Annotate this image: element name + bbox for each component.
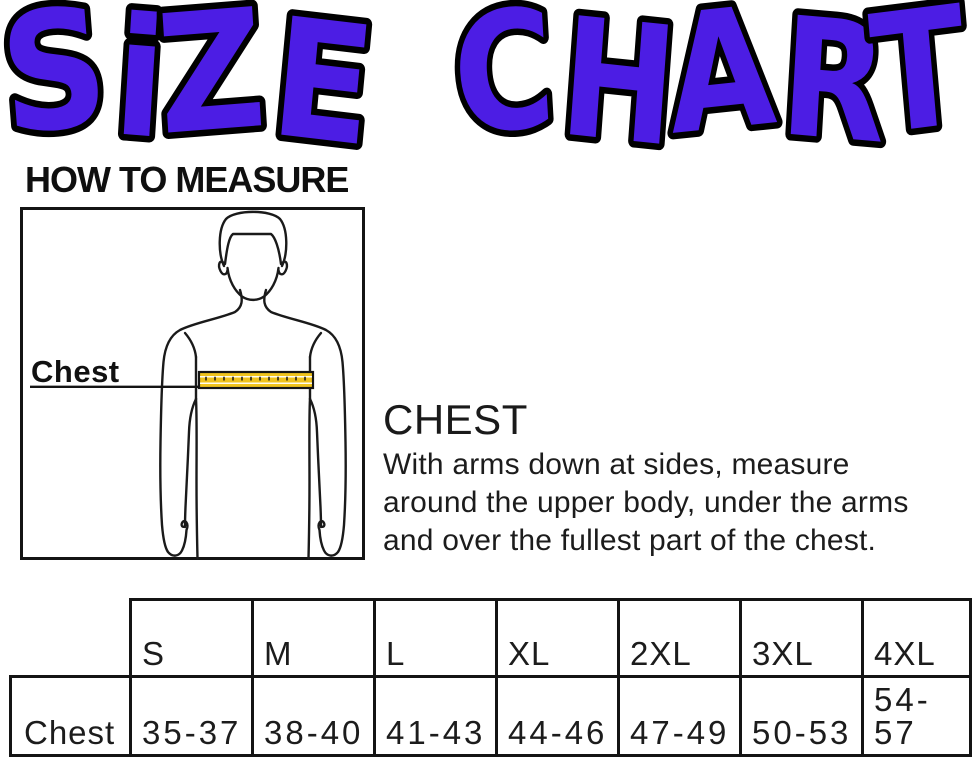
size-column-header: 4XL [861, 598, 972, 678]
size-column-header: L [373, 598, 498, 678]
right-ear [277, 260, 289, 276]
tape-ticks [205, 376, 306, 381]
table-header-row: S M L XL 2XL 3XL 4XL [129, 598, 972, 678]
left-ear [217, 260, 229, 276]
left-arm-outline [159, 288, 243, 557]
hair-outline [218, 210, 288, 268]
size-value-cell: 50-53 [739, 675, 864, 757]
chest-instructions: With arms down at sides, measure around … [383, 446, 909, 560]
size-value-cell: 54-57 [861, 675, 972, 757]
size-value-cell: 35-37 [129, 675, 254, 757]
size-value-cell: 38-40 [251, 675, 376, 757]
size-column-header: 3XL [739, 598, 864, 678]
size-value-cell: 47-49 [617, 675, 742, 757]
size-value-cell: 44-46 [495, 675, 620, 757]
size-column-header: S [129, 598, 254, 678]
instruction-line: and over the fullest part of the chest. [383, 524, 877, 557]
title-word-size: SiZE [0, 0, 383, 152]
hairline [223, 232, 283, 266]
right-arm-outline [263, 288, 347, 557]
right-torso-line [307, 397, 312, 560]
chest-section-heading: CHEST [383, 396, 528, 443]
measure-diagram: Chest [20, 207, 365, 560]
body-diagram [159, 210, 347, 560]
left-shoulder-inner [183, 331, 198, 359]
size-column-header: M [251, 598, 376, 678]
right-inner-arm [308, 397, 323, 529]
how-to-measure-heading: HOW TO MEASURE [25, 159, 349, 200]
row-label: Chest [9, 675, 132, 757]
chest-diagram-label: Chest [31, 354, 120, 389]
title-wordart: SiZE CHART [0, 0, 978, 152]
size-table: S M L XL 2XL 3XL 4XL Chest 35-37 38-40 4… [9, 598, 972, 757]
title-word-chart: CHART [446, 0, 974, 152]
instruction-line: around the upper body, under the arms [383, 486, 909, 519]
table-data-row: Chest 35-37 38-40 41-43 44-46 47-49 50-5… [9, 675, 972, 757]
diagram-border [20, 207, 365, 560]
left-inner-arm [183, 397, 198, 529]
right-shoulder-inner [308, 331, 323, 359]
left-torso-line [194, 397, 199, 560]
face-outline [226, 266, 280, 302]
size-column-header: 2XL [617, 598, 742, 678]
tape-measure [197, 370, 315, 390]
instruction-line: With arms down at sides, measure [383, 448, 850, 481]
size-value-cell: 41-43 [373, 675, 498, 757]
size-column-header: XL [495, 598, 620, 678]
